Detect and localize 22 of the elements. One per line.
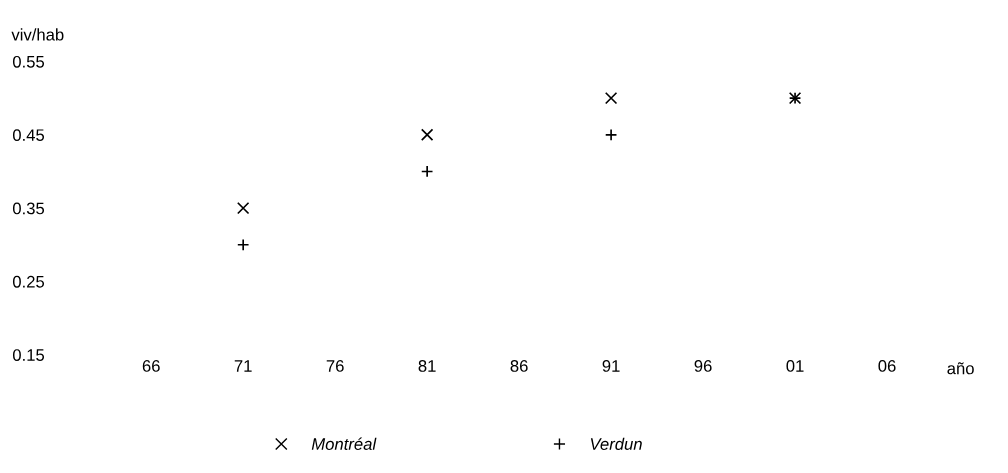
point — [236, 201, 250, 215]
x-tick-label: 81 — [418, 360, 436, 372]
y-tick-label: 0.45 — [12, 129, 45, 142]
point — [604, 91, 618, 105]
x-tick-label: 96 — [694, 360, 712, 372]
y-tick-label: 0.25 — [12, 275, 45, 288]
x-axis-title: año — [947, 362, 974, 375]
x-tick-label: 86 — [510, 360, 528, 372]
x-tick-label: 71 — [234, 360, 252, 372]
legend-label: Verdun — [590, 437, 642, 450]
x-tick-label: 91 — [602, 360, 620, 372]
legend-label: Montréal — [311, 437, 377, 450]
x-tick-label: 76 — [326, 360, 344, 372]
y-tick-label: 0.15 — [12, 349, 45, 361]
point — [420, 165, 434, 178]
x-tick-label: 66 — [142, 360, 160, 372]
point — [420, 128, 434, 142]
x-tick-label: 01 — [786, 360, 804, 372]
y-tick-label: 0.55 — [12, 55, 45, 68]
x-tick-label: 06 — [878, 360, 896, 372]
y-axis-title: viv/hab — [11, 28, 64, 41]
y-tick-label: 0.35 — [12, 202, 45, 215]
